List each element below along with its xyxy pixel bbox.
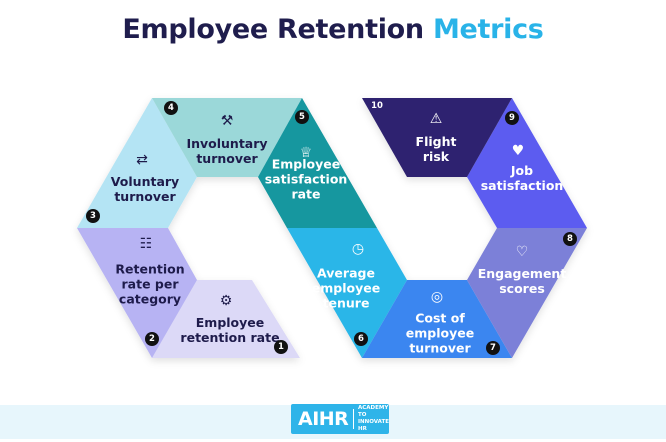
segment-label-6: Average employee tenure (311, 265, 381, 311)
segment-7 (362, 280, 512, 358)
clock-icon: ◷ (351, 241, 365, 257)
segment-1 (152, 280, 300, 358)
logo-name: AIHR (298, 408, 349, 430)
gavel-icon: ⚒ (220, 113, 234, 129)
number-badge-8: 8 (563, 232, 577, 246)
segment-8 (467, 228, 587, 358)
segment-label-7: Cost of employee turnover (405, 310, 475, 356)
segment-10 (362, 98, 512, 177)
segment-5 (258, 98, 377, 228)
number-badge-6: 6 (354, 332, 368, 346)
number-badge-7: 7 (486, 341, 500, 355)
number-badge-5: 5 (295, 110, 309, 124)
segment-4 (152, 98, 302, 177)
title-accent: Metrics (432, 14, 544, 45)
segment-6 (287, 228, 407, 358)
segment-label-3: Voluntary turnover (110, 174, 180, 204)
warning-icon: ⚠ (429, 111, 443, 127)
list-icon: ☷ (139, 236, 153, 252)
segment-2 (77, 228, 197, 358)
number-badge-9: 9 (505, 111, 519, 125)
segment-3 (77, 98, 197, 228)
logo-tagline: ACADEMY TO INNOVATE HR (357, 405, 389, 432)
segment-label-8: Engagement scores (477, 266, 567, 296)
heart-handshake-icon: ♡ (515, 244, 529, 260)
number-badge-3: 3 (86, 209, 100, 223)
trophy-icon: ♕ (299, 145, 313, 161)
number-badge-1: 1 (274, 340, 288, 354)
segment-label-9: Job satisfaction (480, 163, 564, 193)
segment-9 (467, 98, 587, 228)
aihr-logo: AIHR ACADEMY TO INNOVATE HR (291, 404, 389, 434)
number-badge-10: 10 (371, 101, 383, 111)
segment-label-2: Retention rate per category (115, 261, 185, 307)
segment-label-1: Employee retention rate (180, 315, 280, 345)
people-exchange-icon: ⇄ (136, 152, 148, 168)
segment-label-4: Involuntary turnover (186, 136, 268, 166)
gear-person-icon: ⚙ (219, 293, 233, 309)
hand-heart-icon: ♥ (511, 143, 525, 159)
number-badge-2: 2 (145, 332, 159, 346)
hand-coin-icon: ◎ (430, 289, 444, 305)
page-title: Employee Retention Metrics (0, 14, 666, 45)
logo-divider (353, 409, 354, 429)
title-main: Employee Retention (122, 14, 424, 45)
segment-label-5: Employee satisfaction rate (264, 156, 348, 202)
segment-label-10: Flight risk (415, 134, 457, 164)
number-badge-4: 4 (164, 101, 178, 115)
